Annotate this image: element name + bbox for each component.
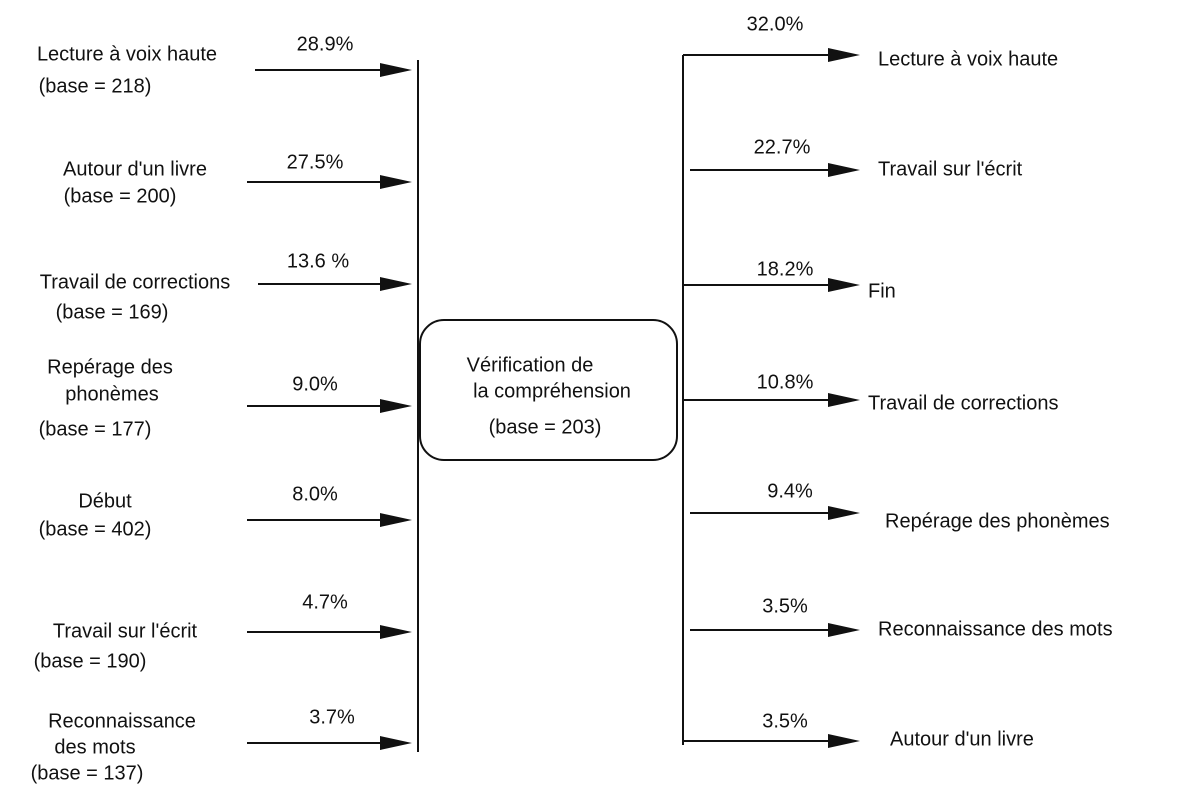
base: (base = 218) bbox=[39, 75, 152, 97]
arrow-head bbox=[380, 63, 412, 77]
percent: 18.2% bbox=[757, 258, 814, 280]
label: des mots bbox=[54, 736, 135, 758]
label: phonèmes bbox=[65, 383, 158, 405]
percent: 32.0% bbox=[747, 13, 804, 35]
arrow-head bbox=[828, 163, 860, 177]
label: Fin bbox=[868, 280, 896, 302]
base: (base = 169) bbox=[56, 301, 169, 323]
center-text: (base = 203) bbox=[489, 416, 602, 438]
arrow-head bbox=[380, 736, 412, 750]
label: Travail sur l'écrit bbox=[53, 620, 198, 642]
percent: 13.6 % bbox=[287, 250, 349, 272]
label: Reconnaissance bbox=[48, 710, 196, 732]
percent: 3.7% bbox=[309, 706, 355, 728]
arrow-head bbox=[828, 48, 860, 62]
percent: 28.9% bbox=[297, 33, 354, 55]
percent: 9.0% bbox=[292, 373, 338, 395]
percent: 3.5% bbox=[762, 710, 808, 732]
label: Repérage des phonèmes bbox=[885, 510, 1110, 532]
base: (base = 190) bbox=[34, 650, 147, 672]
label: Lecture à voix haute bbox=[878, 48, 1058, 70]
arrow-head bbox=[380, 399, 412, 413]
base: (base = 200) bbox=[64, 185, 177, 207]
arrow-head bbox=[380, 625, 412, 639]
label: Travail de corrections bbox=[868, 392, 1058, 414]
label: Reconnaissance des mots bbox=[878, 618, 1113, 640]
percent: 4.7% bbox=[302, 591, 348, 613]
center-text: la compréhension bbox=[473, 380, 631, 402]
arrow-head bbox=[828, 393, 860, 407]
arrow-head bbox=[380, 513, 412, 527]
arrow-head bbox=[828, 506, 860, 520]
percent: 10.8% bbox=[757, 371, 814, 393]
label: Autour d'un livre bbox=[63, 158, 207, 180]
percent: 22.7% bbox=[754, 136, 811, 158]
arrow-head bbox=[828, 278, 860, 292]
label: Travail sur l'écrit bbox=[878, 158, 1023, 180]
label: Repérage des bbox=[47, 356, 173, 378]
label: Lecture à voix haute bbox=[37, 43, 217, 65]
base: (base = 402) bbox=[39, 518, 152, 540]
arrow-head bbox=[380, 277, 412, 291]
percent: 8.0% bbox=[292, 483, 338, 505]
base: (base = 177) bbox=[39, 418, 152, 440]
label: Début bbox=[78, 490, 132, 512]
label: Travail de corrections bbox=[40, 271, 230, 293]
base: (base = 137) bbox=[31, 762, 144, 784]
center-box bbox=[419, 319, 678, 461]
percent: 9.4% bbox=[767, 480, 813, 502]
percent: 27.5% bbox=[287, 151, 344, 173]
label: Autour d'un livre bbox=[890, 728, 1034, 750]
arrow-head bbox=[828, 734, 860, 748]
center-text: Vérification de bbox=[467, 354, 594, 376]
arrow-head bbox=[828, 623, 860, 637]
percent: 3.5% bbox=[762, 595, 808, 617]
arrow-head bbox=[380, 175, 412, 189]
